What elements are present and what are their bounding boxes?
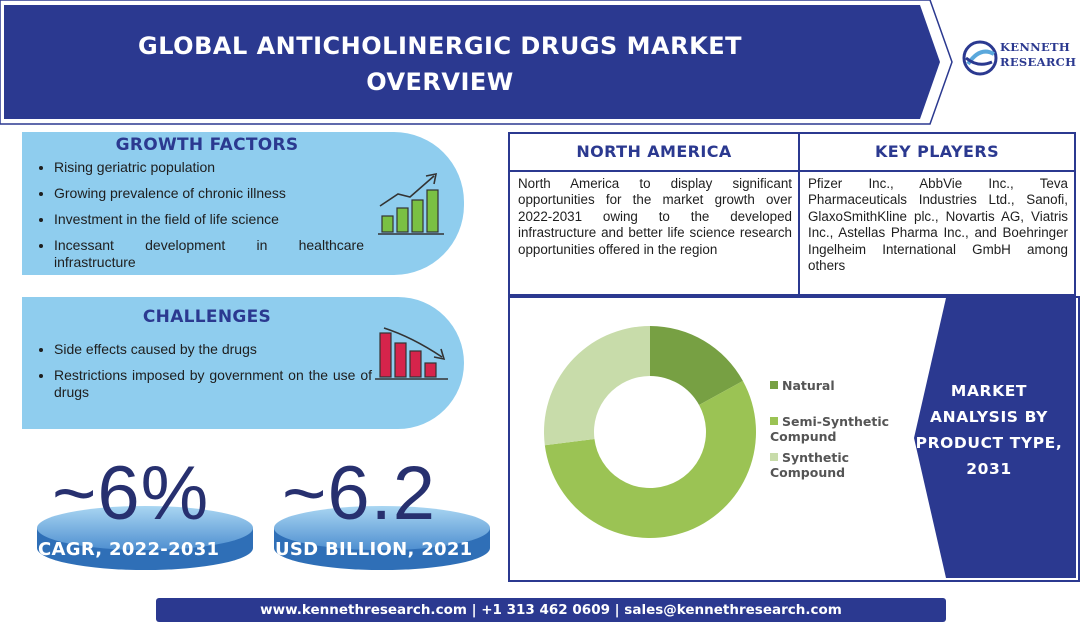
footer-text[interactable]: www.kennethresearch.com | +1 313 462 060…: [260, 602, 842, 618]
market-label-line-2: ANALYSIS BY: [930, 408, 1048, 426]
market-label-line-1: MARKET: [950, 382, 1028, 400]
donut-slices: [544, 326, 756, 538]
legend-label-synthetic: Synthetic Compound: [770, 450, 850, 480]
donut-slice-semi-synthetic-compund: [544, 380, 756, 538]
north-america-box: NORTH AMERICA North America to display s…: [508, 132, 800, 296]
list-item: Growing prevalence of chronic illness: [54, 185, 364, 202]
legend-swatch-semi-synthetic: [770, 417, 778, 425]
challenges-title: CHALLENGES: [142, 307, 272, 327]
market-value-label: USD BILLION, 2021: [275, 539, 473, 560]
kenneth-research-logo-icon: [962, 40, 998, 76]
market-analysis-label: MARKET ANALYSIS BY PRODUCT TYPE, 2031: [914, 378, 1064, 482]
footer-contact-bar: www.kennethresearch.com | +1 313 462 060…: [156, 598, 946, 622]
page-title: GLOBAL ANTICHOLINERGIC DRUGS MARKET OVER…: [60, 28, 820, 100]
north-america-text: North America to display significant opp…: [518, 176, 792, 257]
market-value-disc: [274, 506, 490, 570]
growth-factors-title: GROWTH FACTORS: [115, 135, 299, 155]
logo-line-2: RESEARCH: [1000, 55, 1077, 69]
legend-semi-synthetic: Semi-Synthetic Compund: [770, 414, 900, 444]
rising-bar-chart-icon: [378, 172, 444, 235]
legend-natural: Natural: [770, 378, 835, 393]
donut-slice-natural: [650, 326, 743, 406]
growth-factors-panel: GROWTH FACTORS Rising geriatric populati…: [22, 132, 464, 275]
market-value: ~6.2: [282, 451, 437, 536]
key-players-box: KEY PLAYERS Pfizer Inc., AbbVie Inc., Te…: [798, 132, 1076, 296]
list-item: Rising geriatric population: [54, 159, 364, 176]
cagr-value: ~6%: [52, 451, 210, 536]
logo-text: KENNETH RESEARCH: [1000, 40, 1076, 70]
challenges-list: Side effects caused by the drugs Restric…: [34, 341, 372, 410]
legend-synthetic: Synthetic Compound: [770, 450, 880, 480]
falling-bar-chart-icon: [375, 327, 448, 380]
north-america-title: NORTH AMERICA: [510, 134, 798, 172]
list-item: Investment in the field of life science: [54, 211, 364, 228]
title-line-2: OVERVIEW: [366, 68, 514, 96]
cagr-disc: [37, 506, 253, 570]
donut-chart: [544, 326, 756, 538]
list-item: Incessant development in healthcare infr…: [54, 237, 364, 271]
legend-label-semi-synthetic: Semi-Synthetic Compund: [770, 414, 890, 444]
market-arrow-shape: [914, 298, 1076, 578]
market-label-line-4: 2031: [966, 460, 1012, 478]
legend-swatch-natural: [770, 381, 778, 389]
growth-factors-list: Rising geriatric population Growing prev…: [34, 159, 364, 280]
market-label-line-3: PRODUCT TYPE,: [915, 434, 1063, 452]
title-line-1: GLOBAL ANTICHOLINERGIC DRUGS MARKET: [138, 32, 742, 60]
header-banner: [0, 0, 953, 125]
key-players-title: KEY PLAYERS: [800, 134, 1074, 172]
legend-label-natural: Natural: [782, 378, 835, 393]
key-players-text: Pfizer Inc., AbbVie Inc., Teva Pharmaceu…: [808, 176, 1068, 274]
logo-line-1: KENNETH: [1000, 40, 1071, 54]
cagr-label: CAGR, 2022-2031: [38, 539, 220, 560]
legend-swatch-synthetic: [770, 453, 778, 461]
donut-slice-synthetic-compound: [544, 326, 650, 446]
challenges-panel: CHALLENGES Side effects caused by the dr…: [22, 297, 464, 429]
list-item: Side effects caused by the drugs: [54, 341, 372, 358]
list-item: Restrictions imposed by government on th…: [54, 367, 372, 401]
